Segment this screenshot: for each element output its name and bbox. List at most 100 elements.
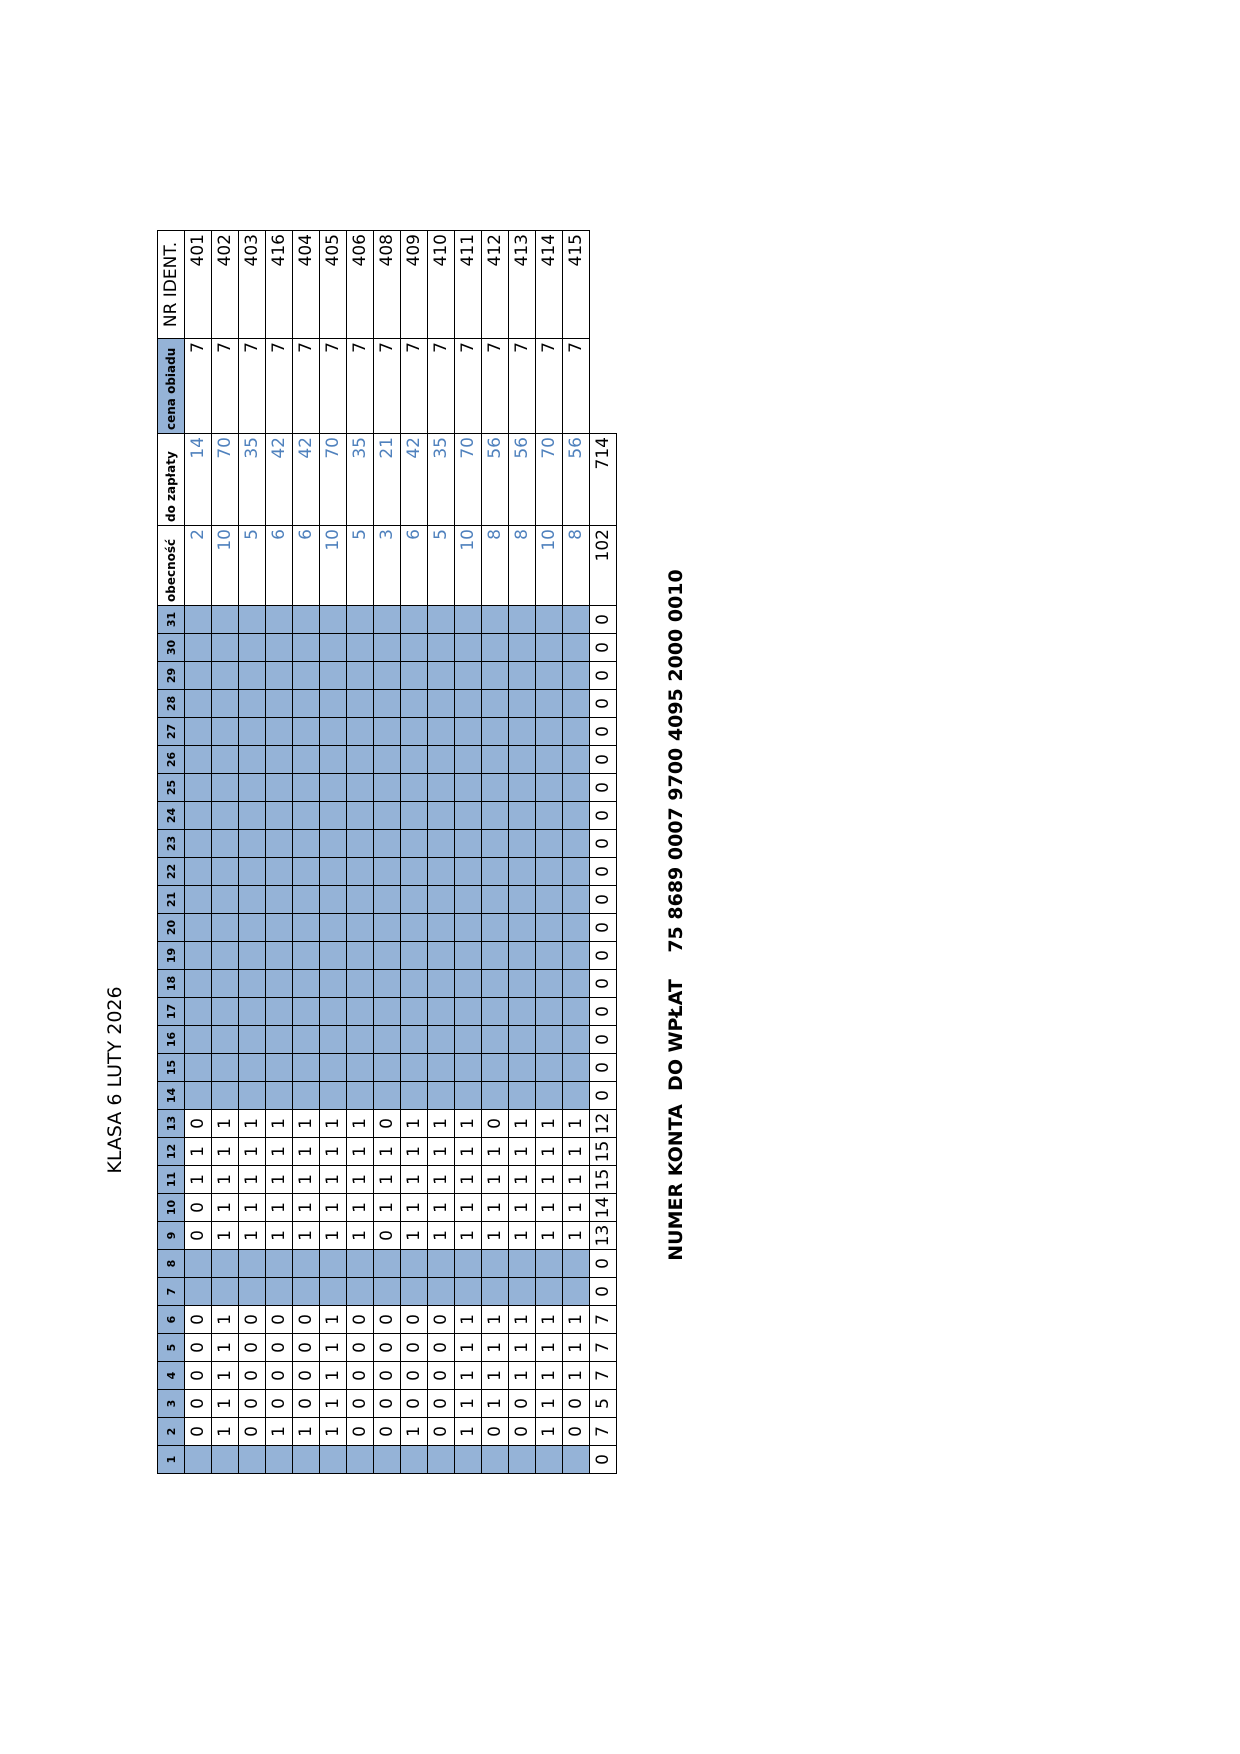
id-cell: 410 — [427, 230, 455, 339]
day-cell: 0 — [481, 1417, 509, 1446]
day-cell: 0 — [373, 1389, 401, 1418]
day-header: 21 — [157, 885, 185, 914]
day-cell: 1 — [184, 1137, 212, 1166]
day-cell — [427, 1025, 455, 1054]
day-cell — [562, 689, 590, 718]
day-cell: 1 — [481, 1165, 509, 1194]
day-cell — [292, 885, 320, 914]
day-cell: 0 — [562, 1389, 590, 1418]
day-cell — [346, 661, 374, 690]
day-cell — [562, 969, 590, 998]
day-cell — [400, 1249, 428, 1278]
day-cell — [238, 1249, 266, 1278]
day-cell: 0 — [508, 1389, 536, 1418]
day-cell — [535, 1277, 563, 1306]
day-cell — [184, 1025, 212, 1054]
day-cell: 1 — [535, 1417, 563, 1446]
day-cell — [508, 1249, 536, 1278]
day-cell — [184, 1277, 212, 1306]
student-row: 0 0 0 0 0 0 1 1 1 0 3 21 7 408 — [373, 230, 401, 1474]
day-cell — [481, 1025, 509, 1054]
day-cell: 1 — [319, 1417, 347, 1446]
day-cell: 1 — [319, 1165, 347, 1194]
attendance-cell: 2 — [184, 525, 212, 606]
day-total: 0 — [589, 1277, 617, 1306]
day-cell: 0 — [400, 1361, 428, 1390]
price-cell: 7 — [562, 338, 590, 434]
day-cell: 1 — [454, 1305, 482, 1334]
day-cell: 1 — [454, 1361, 482, 1390]
day-cell — [319, 1053, 347, 1082]
day-cell — [481, 605, 509, 634]
day-cell: 1 — [211, 1333, 239, 1362]
day-cell — [508, 1025, 536, 1054]
day-cell: 0 — [346, 1389, 374, 1418]
day-cell — [238, 997, 266, 1026]
day-total: 7 — [589, 1305, 617, 1334]
day-cell — [535, 941, 563, 970]
day-cell — [373, 1081, 401, 1110]
day-cell: 0 — [346, 1305, 374, 1334]
day-cell — [346, 857, 374, 886]
day-header: 23 — [157, 829, 185, 858]
day-header: 16 — [157, 1025, 185, 1054]
day-cell — [562, 801, 590, 830]
day-cell: 1 — [508, 1137, 536, 1166]
due-cell: 14 — [184, 433, 212, 526]
day-cell — [238, 941, 266, 970]
day-cell — [319, 661, 347, 690]
day-cell — [481, 801, 509, 830]
day-cell: 1 — [535, 1361, 563, 1390]
day-header: 15 — [157, 1053, 185, 1082]
day-cell — [373, 997, 401, 1026]
day-cell — [265, 717, 293, 746]
day-cell — [184, 857, 212, 886]
due-cell: 70 — [319, 433, 347, 526]
student-row: 1 0 0 0 0 1 1 1 1 1 6 42 7 416 — [265, 230, 293, 1474]
day-cell — [400, 661, 428, 690]
day-cell — [481, 885, 509, 914]
day-cell — [265, 661, 293, 690]
day-cell: 1 — [454, 1389, 482, 1418]
day-cell — [454, 661, 482, 690]
day-cell: 1 — [319, 1389, 347, 1418]
id-cell: 401 — [184, 230, 212, 339]
day-cell: 1 — [454, 1333, 482, 1362]
day-cell — [184, 605, 212, 634]
day-cell — [373, 773, 401, 802]
day-cell — [238, 969, 266, 998]
student-row: 1 1 1 1 1 1 1 1 1 1 10 70 7 402 — [211, 230, 239, 1474]
day-cell — [292, 661, 320, 690]
day-cell: 1 — [535, 1109, 563, 1138]
day-cell — [400, 745, 428, 774]
day-cell — [481, 997, 509, 1026]
day-cell — [562, 829, 590, 858]
day-cell — [427, 1081, 455, 1110]
day-cell — [319, 1025, 347, 1054]
day-cell — [427, 605, 455, 634]
day-cell — [184, 997, 212, 1026]
day-cell — [292, 829, 320, 858]
day-cell — [400, 689, 428, 718]
day-cell: 0 — [184, 1109, 212, 1138]
price-cell: 7 — [319, 338, 347, 434]
day-cell: 1 — [211, 1361, 239, 1390]
attendance-cell: 10 — [535, 525, 563, 606]
id-cell: 414 — [535, 230, 563, 339]
day-cell — [265, 1277, 293, 1306]
day-cell — [265, 829, 293, 858]
attendance-cell: 8 — [562, 525, 590, 606]
day-total: 0 — [589, 1053, 617, 1082]
day-cell — [184, 773, 212, 802]
day-cell — [292, 801, 320, 830]
day-total: 0 — [589, 913, 617, 942]
day-cell: 0 — [184, 1193, 212, 1222]
day-cell: 1 — [481, 1389, 509, 1418]
day-cell — [427, 1277, 455, 1306]
day-cell: 1 — [454, 1165, 482, 1194]
day-header: 7 — [157, 1277, 185, 1306]
day-cell: 1 — [400, 1193, 428, 1222]
day-cell: 0 — [346, 1361, 374, 1390]
day-cell — [400, 941, 428, 970]
day-cell — [211, 1249, 239, 1278]
